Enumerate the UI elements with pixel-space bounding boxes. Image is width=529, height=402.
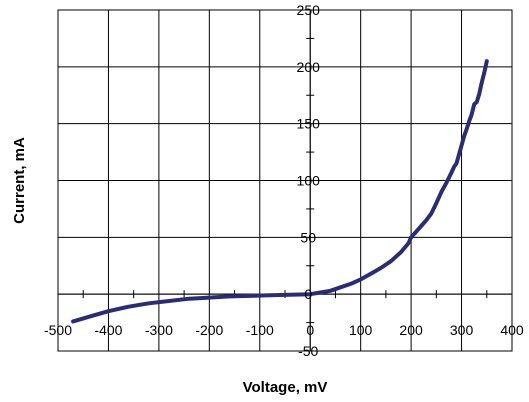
gridlines bbox=[58, 10, 512, 351]
series-layer bbox=[71, 59, 489, 324]
y-tick-label: 50 bbox=[300, 229, 316, 245]
y-tick-label: 0 bbox=[304, 286, 312, 302]
x-tick-label: -500 bbox=[44, 322, 72, 338]
tick-labels: -500 -400 -300 -200 -100 0 100 200 300 400-500501… bbox=[44, 2, 524, 359]
x-axis-title: Voltage, mV bbox=[243, 379, 328, 396]
y-tick-label: 100 bbox=[297, 173, 321, 189]
y-tick-label: 250 bbox=[297, 2, 321, 18]
x-tick-label: -400 bbox=[94, 322, 122, 338]
y-axis-title: Current, mA bbox=[11, 137, 28, 224]
x-tick-label: -100 bbox=[246, 322, 274, 338]
x-tick-label: -200 bbox=[195, 322, 223, 338]
x-tick-label: 400 bbox=[500, 322, 524, 338]
y-tick-label: -50 bbox=[298, 343, 318, 359]
y-tick-label: 150 bbox=[297, 116, 321, 132]
x-tick-label: -300 bbox=[145, 322, 173, 338]
plot-area bbox=[57, 9, 513, 352]
y-tick-label: 200 bbox=[297, 59, 321, 75]
iv-series-line bbox=[71, 59, 489, 324]
x-tick-label: 200 bbox=[399, 322, 423, 338]
x-tick-label: 0 bbox=[306, 322, 314, 338]
x-tick-label: 300 bbox=[450, 322, 474, 338]
x-tick-label: 100 bbox=[349, 322, 373, 338]
